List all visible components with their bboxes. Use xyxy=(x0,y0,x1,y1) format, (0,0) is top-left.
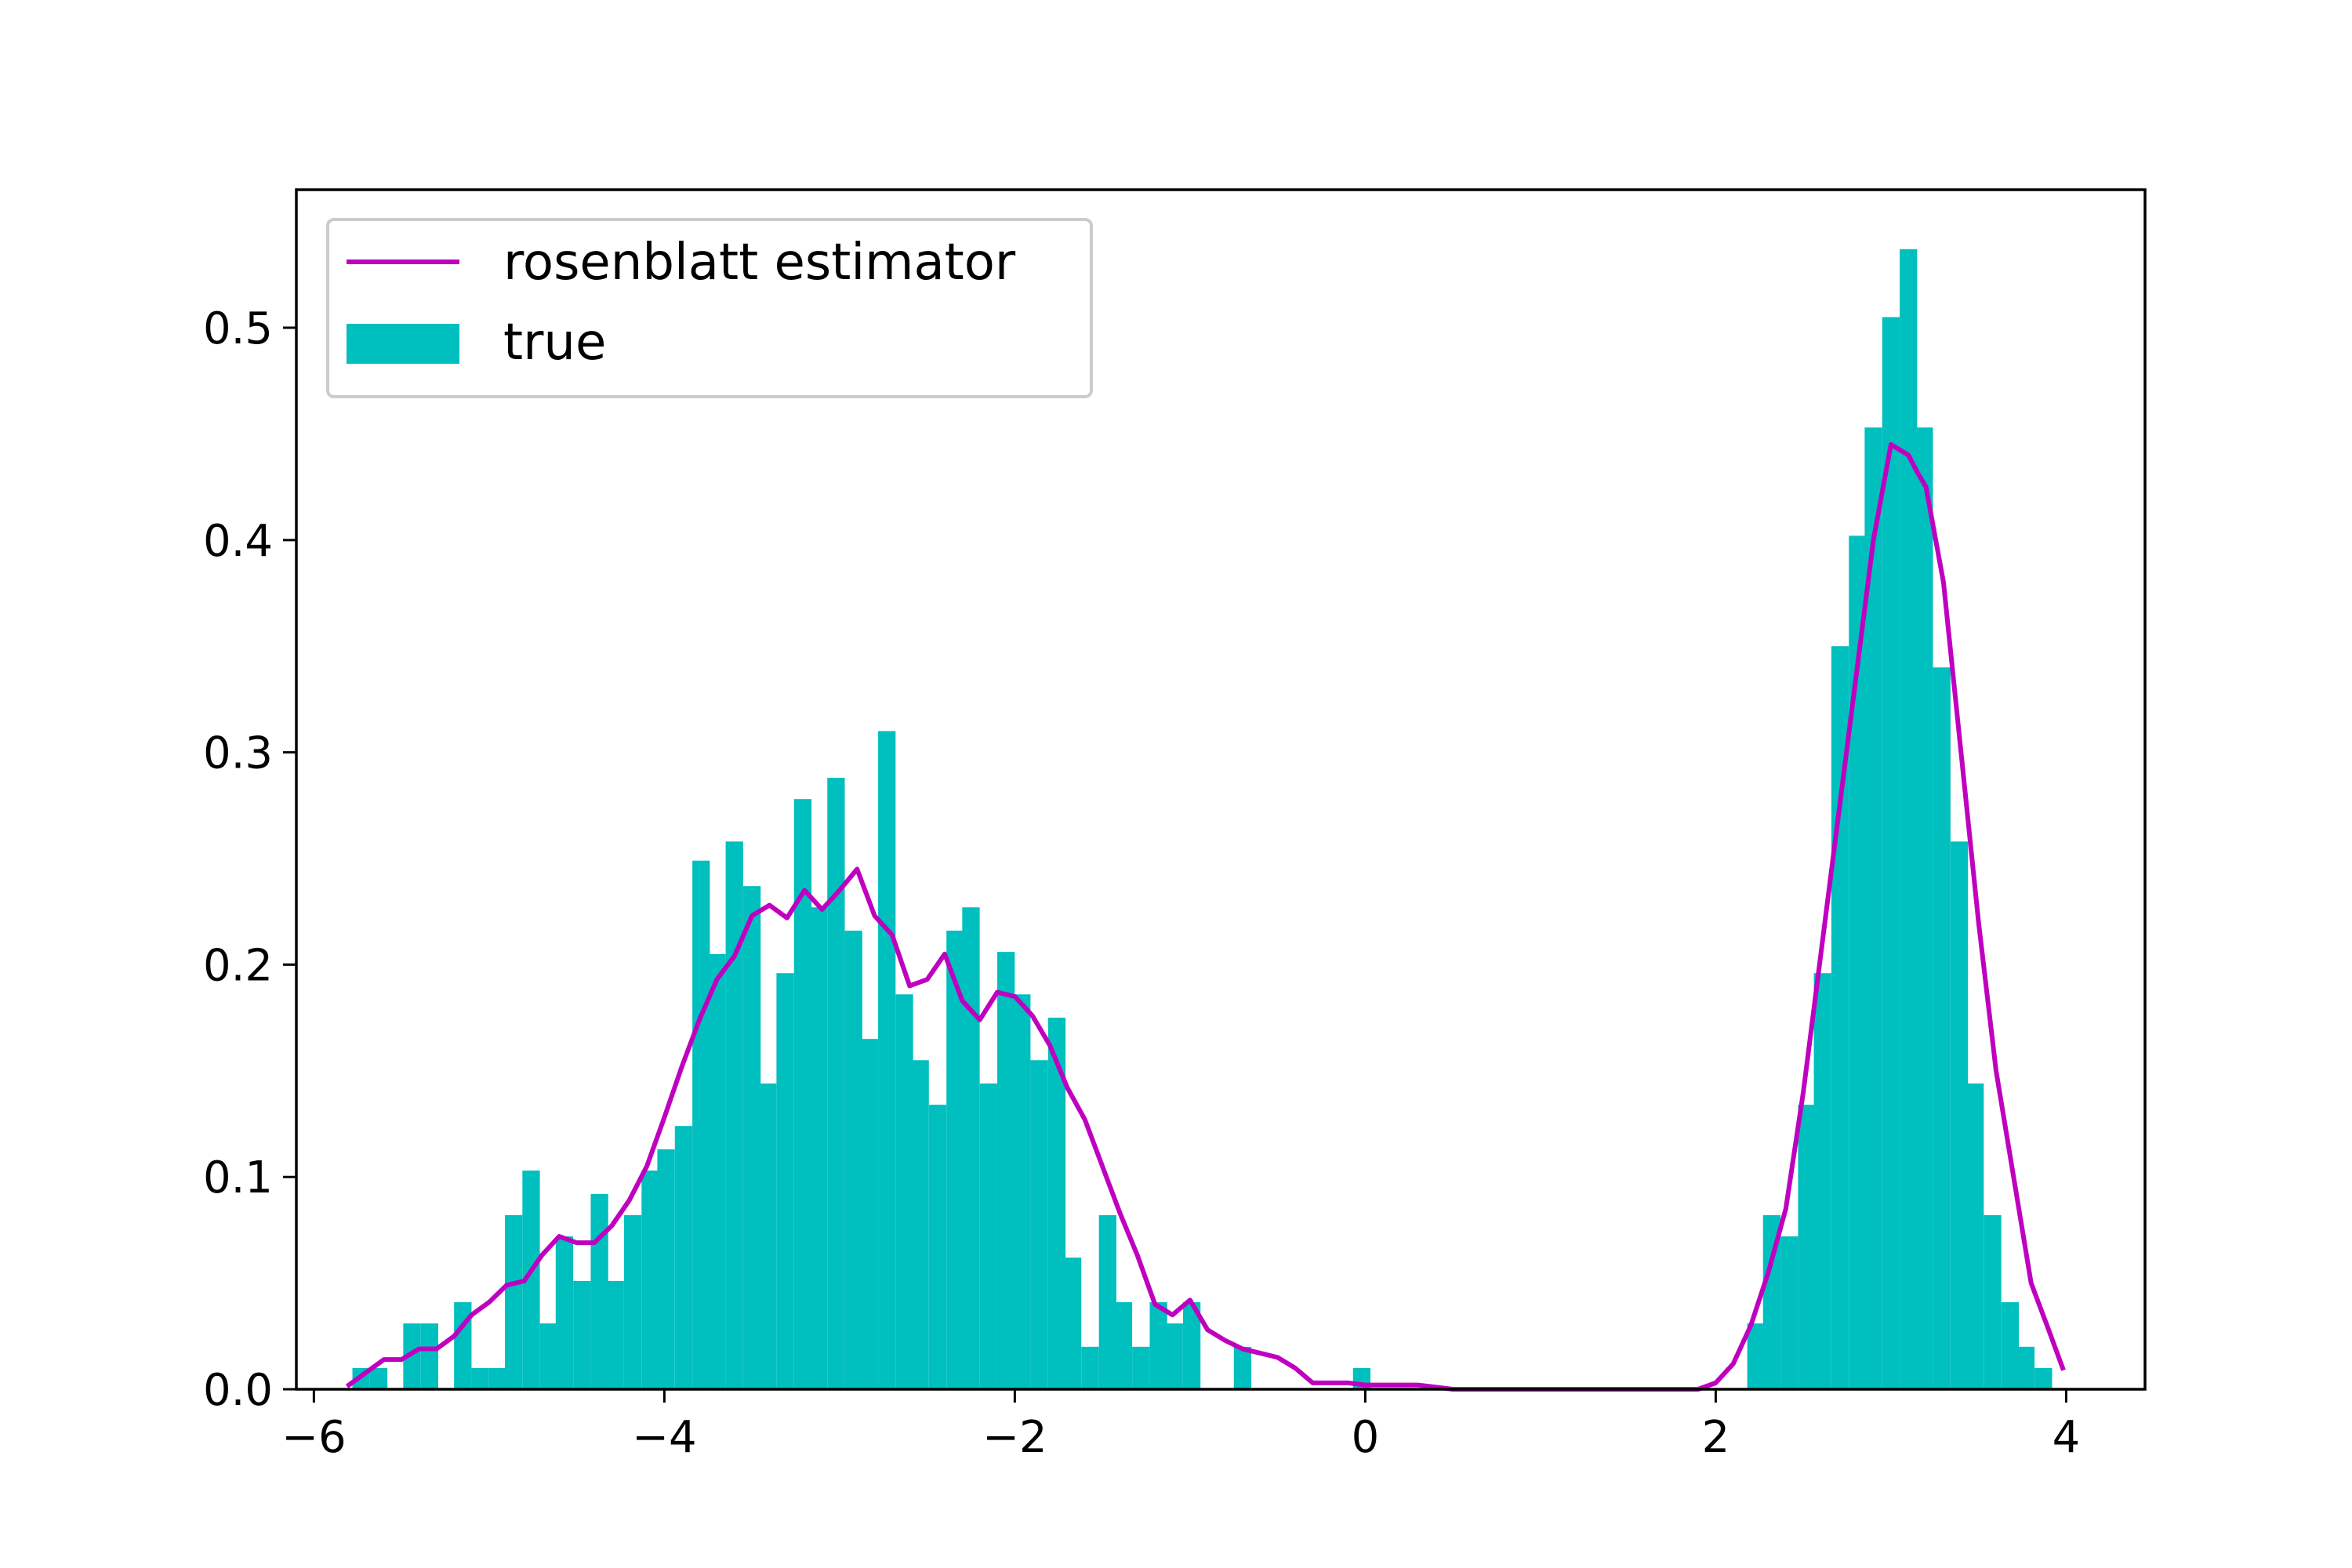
histogram-bar xyxy=(1882,317,1900,1390)
x-tick-label: 4 xyxy=(2053,1412,2081,1463)
plot-area xyxy=(345,249,2066,1392)
histogram-bar xyxy=(522,1171,540,1389)
histogram-bar xyxy=(1098,1214,1116,1389)
histogram-bar xyxy=(1233,1346,1252,1389)
histogram-bars xyxy=(352,249,2053,1390)
y-tick-label: 0.0 xyxy=(203,1365,273,1416)
histogram-bar xyxy=(471,1367,489,1389)
histogram-bar xyxy=(725,841,743,1389)
axes-frame xyxy=(295,188,2147,1391)
histogram-bar xyxy=(742,886,761,1389)
histogram-bar xyxy=(606,1280,624,1389)
histogram-bar xyxy=(1813,973,1831,1389)
x-tick-label: 0 xyxy=(1352,1412,1380,1463)
histogram-bar xyxy=(928,1105,947,1389)
histogram-bar xyxy=(860,1039,878,1389)
histogram-bar xyxy=(1798,1105,1816,1389)
legend-label-true: true xyxy=(503,314,606,372)
x-tick-label: 2 xyxy=(1702,1412,1730,1463)
histogram-bar xyxy=(1780,1236,1798,1389)
histogram-bar xyxy=(827,778,845,1389)
legend-box xyxy=(326,218,1093,398)
histogram-bar xyxy=(878,731,896,1389)
histogram-bar xyxy=(1165,1323,1183,1389)
histogram-bar xyxy=(997,952,1015,1389)
histogram-bar xyxy=(1114,1301,1133,1389)
histogram-bar xyxy=(2034,1367,2053,1389)
legend-handle-true xyxy=(347,324,459,364)
histogram-bar xyxy=(759,1083,777,1389)
histogram-bar xyxy=(1864,427,1882,1389)
histogram-bar xyxy=(776,973,794,1389)
histogram-bar xyxy=(1132,1346,1150,1389)
histogram-bar xyxy=(911,1060,929,1389)
histogram-bar xyxy=(1849,535,1867,1389)
histogram-bar xyxy=(1182,1301,1201,1389)
histogram-bar xyxy=(692,860,710,1389)
histogram-bar xyxy=(1915,427,1933,1389)
histogram-bar xyxy=(1149,1301,1167,1389)
histogram-bar xyxy=(420,1323,438,1389)
histogram-bar xyxy=(1762,1214,1781,1389)
histogram-bar xyxy=(946,931,964,1389)
histogram-bar xyxy=(1966,1083,1984,1389)
histogram-bar xyxy=(844,931,862,1389)
x-axis: −6 −4 −2 0 2 4 xyxy=(281,1389,2080,1463)
histogram-bar xyxy=(2016,1346,2035,1389)
y-axis: 0.0 0.1 0.2 0.3 0.4 0.5 xyxy=(203,303,296,1416)
estimator-line xyxy=(345,441,2066,1392)
histogram-bar xyxy=(403,1323,421,1389)
histogram-bar xyxy=(979,1083,997,1389)
histogram-bar xyxy=(1081,1346,1099,1389)
histogram-bar xyxy=(962,907,980,1389)
histogram-bar xyxy=(1063,1258,1082,1389)
histogram-bar xyxy=(1013,994,1031,1389)
histogram-bar xyxy=(539,1323,557,1389)
legend-label-rosenblatt: rosenblatt estimator xyxy=(503,234,1016,292)
histogram-bar xyxy=(488,1367,507,1389)
histogram-bar xyxy=(708,953,726,1389)
histogram-bar xyxy=(1900,249,1918,1389)
x-tick-label: −4 xyxy=(632,1412,697,1463)
y-tick-label: 0.4 xyxy=(203,516,273,567)
histogram-bar xyxy=(793,799,812,1389)
histogram-bar xyxy=(1030,1060,1048,1389)
histogram-bar xyxy=(1747,1323,1765,1389)
histogram-bar xyxy=(504,1214,523,1389)
y-tick-label: 0.3 xyxy=(203,728,273,779)
histogram-bar xyxy=(590,1193,608,1389)
axes-border xyxy=(295,188,2147,1391)
histogram-bar xyxy=(641,1171,659,1389)
y-tick-label: 0.2 xyxy=(203,940,273,991)
histogram-bar xyxy=(555,1236,574,1389)
y-tick-label: 0.1 xyxy=(203,1152,273,1203)
histogram-bar xyxy=(2001,1301,2019,1389)
histogram-bar xyxy=(623,1214,642,1389)
histogram-bar xyxy=(369,1367,388,1389)
histogram-bar xyxy=(1933,667,1951,1389)
legend: rosenblatt estimator true xyxy=(326,218,1093,398)
histogram-bar xyxy=(674,1126,693,1389)
histogram-bar xyxy=(1950,841,1969,1389)
histogram-bar xyxy=(657,1149,675,1389)
histogram-bar xyxy=(573,1280,591,1389)
x-tick-label: −2 xyxy=(982,1412,1047,1463)
histogram-bar xyxy=(809,907,828,1389)
histogram-bar xyxy=(1047,1018,1066,1389)
x-tick-label: −6 xyxy=(281,1412,347,1463)
histogram-bar xyxy=(895,994,913,1389)
y-tick-label: 0.5 xyxy=(203,303,273,354)
histogram-bar xyxy=(1984,1214,2002,1389)
